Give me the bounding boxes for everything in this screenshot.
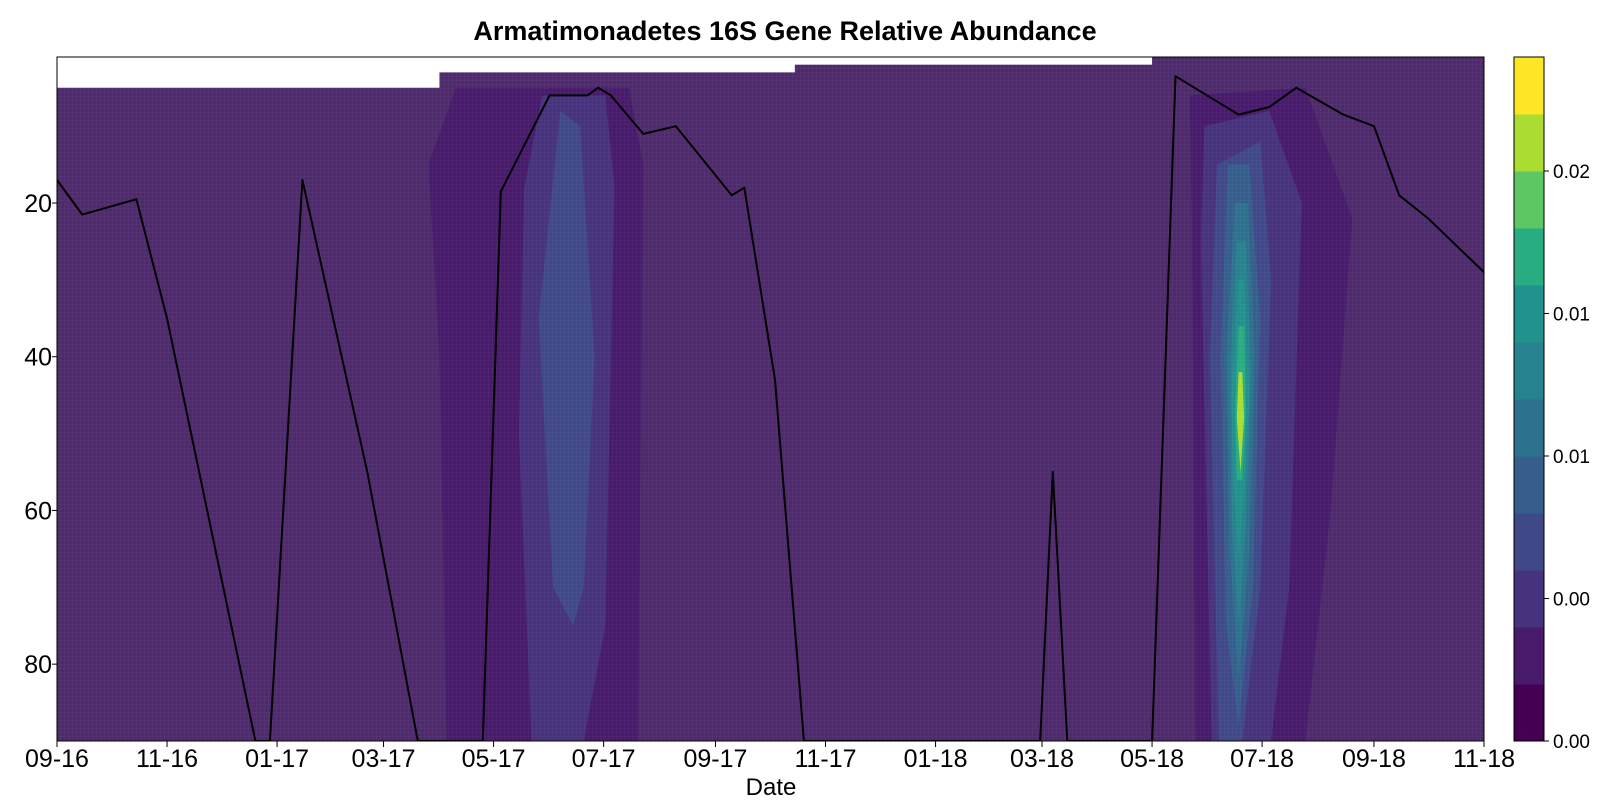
series-point-29	[1295, 86, 1298, 89]
series-point-30	[1342, 113, 1345, 116]
series-point-31	[1373, 125, 1375, 127]
x-tick-label-11-16: 11-16	[136, 745, 198, 773]
colorbar-tick-label-3: 0.01	[1553, 447, 1590, 468]
series-point-4	[166, 317, 168, 320]
colorbar-level-10	[1514, 171, 1544, 229]
x-tick-label-09-18: 09-18	[1342, 745, 1406, 773]
series-point-12	[548, 94, 551, 97]
x-tick-label-05-18: 05-18	[1120, 745, 1184, 773]
colorbar-level-6	[1514, 399, 1544, 457]
colorbar-tick-label-4: 0.01	[1553, 305, 1590, 326]
series-point-27	[1237, 113, 1240, 116]
series-point-20	[774, 379, 776, 381]
chart-title: Armatimonadetes 16S Gene Relative Abunda…	[473, 16, 1096, 46]
colorbar-level-4	[1514, 513, 1544, 571]
series-point-7	[301, 179, 304, 181]
grid-texture	[57, 57, 1484, 741]
series-point-11	[500, 190, 502, 193]
x-axis-label: Date	[746, 774, 797, 800]
x-tick-label-03-17: 03-17	[352, 745, 416, 773]
colorbar: 0.00 0.00 0.01 0.01 0.02	[1513, 56, 1590, 753]
colorbar-tick-label-1: 0.00	[1553, 732, 1590, 753]
colorbar-level-9	[1514, 228, 1544, 286]
colorbar-level-2	[1514, 627, 1544, 685]
series-point-32	[1398, 194, 1400, 197]
series-point-15	[610, 94, 612, 97]
series-point-8	[366, 471, 369, 473]
y-tick-label-80: 80	[24, 651, 52, 679]
x-axis: 09-16 11-16 01-17 03-17 05-17 07-17 09-17 11-17…	[25, 741, 1515, 773]
series-line	[57, 75, 1484, 741]
x-tick-label-11-18: 11-18	[1453, 745, 1515, 773]
colorbar-level-1	[1514, 684, 1544, 742]
series-point-19	[743, 186, 746, 189]
plot-area	[57, 57, 1484, 741]
series-point-28	[1268, 106, 1271, 108]
y-tick-label-60: 60	[24, 497, 52, 525]
series-point-33	[1427, 217, 1429, 220]
y-axis: 20 40 60 80	[24, 190, 57, 679]
x-tick-label-01-18: 01-18	[904, 745, 968, 773]
series-point-3	[135, 198, 138, 200]
x-tick-label-09-17: 09-17	[684, 745, 748, 773]
x-tick-label-09-16: 09-16	[25, 745, 89, 773]
x-tick-label-11-17: 11-17	[794, 745, 856, 773]
y-tick-label-20: 20	[24, 190, 52, 218]
x-tick-label-01-17: 01-17	[245, 745, 309, 773]
x-tick-label-07-18: 07-18	[1230, 745, 1294, 773]
colorbar-level-7	[1514, 342, 1544, 400]
series-point-16	[642, 133, 645, 135]
series-point-2	[81, 213, 84, 216]
series-point-23	[1052, 471, 1054, 473]
colorbar-frame	[1513, 56, 1545, 742]
series-point-18	[730, 194, 733, 197]
series-point-26	[1174, 75, 1177, 77]
y-tick-label-40: 40	[24, 344, 52, 372]
colorbar-level-11	[1514, 114, 1544, 172]
colorbar-level-12	[1514, 57, 1544, 115]
x-tick-label-05-17: 05-17	[462, 745, 526, 773]
colorbar-tick-label-2: 0.00	[1553, 590, 1590, 611]
series-point-13	[586, 94, 589, 97]
colorbar-level-8	[1514, 285, 1544, 343]
colorbar-level-5	[1514, 456, 1544, 514]
colorbar-level-3	[1514, 570, 1544, 628]
x-tick-label-03-18: 03-18	[1010, 745, 1074, 773]
x-tick-label-07-17: 07-17	[572, 745, 636, 773]
series-point-14	[597, 86, 599, 89]
plot-frame	[56, 56, 1485, 742]
colorbar-tick-label-5: 0.02	[1553, 162, 1590, 183]
series-point-17	[675, 125, 677, 127]
